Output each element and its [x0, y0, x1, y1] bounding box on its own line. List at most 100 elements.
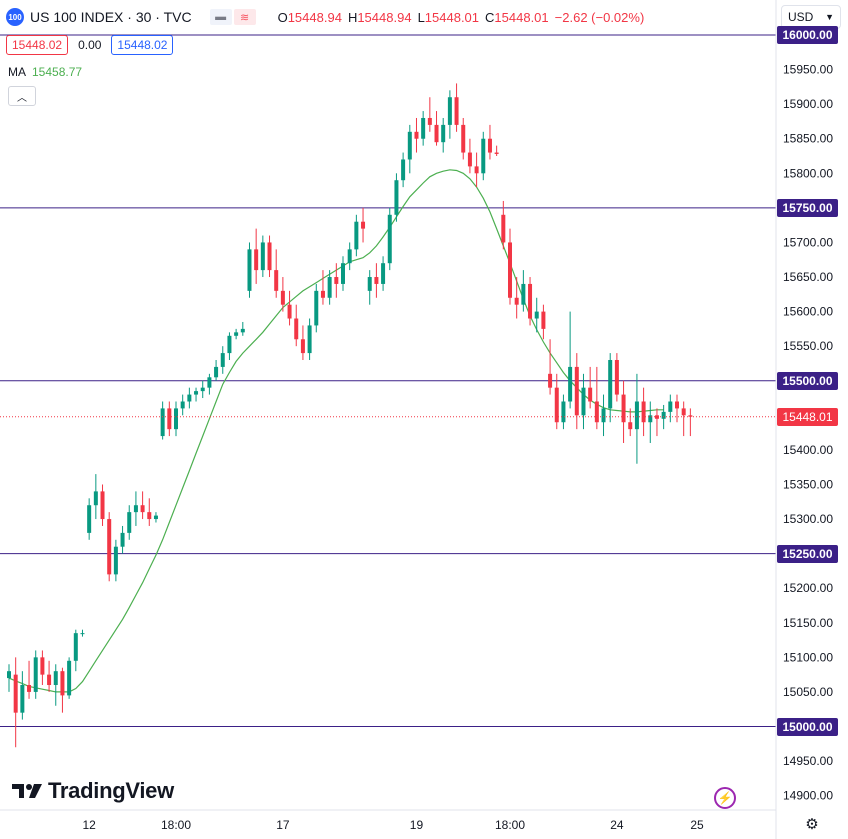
ohlc-change: −2.62 (−0.02%): [554, 9, 645, 25]
ohlc-open-key: O: [277, 9, 288, 25]
candle-body: [140, 505, 145, 513]
candle: [441, 117, 446, 153]
candle-body: [167, 408, 172, 430]
candle: [374, 263, 379, 298]
horizontal-line-price-label[interactable]: 15750.00: [777, 198, 838, 217]
candle: [194, 387, 199, 402]
time-tick-label: 24: [610, 818, 624, 832]
ohlc-close-key: C: [485, 9, 495, 25]
horizontal-line-price-label[interactable]: 15000.00: [777, 717, 838, 736]
candle: [688, 408, 693, 437]
candle-body: [40, 657, 45, 675]
moving-average-line: [8, 169, 664, 693]
candle-body: [240, 328, 245, 333]
ma-legend[interactable]: MA 15458.77: [8, 65, 82, 79]
candle: [621, 380, 626, 443]
sell-price-button[interactable]: 15448.02: [6, 35, 69, 55]
candle-body: [314, 290, 319, 326]
candle-body: [307, 325, 312, 354]
candle-body: [53, 671, 58, 686]
candle: [654, 408, 659, 437]
candle-body: [634, 401, 639, 430]
lightning-icon[interactable]: ⚡: [714, 787, 736, 809]
candle: [608, 353, 613, 423]
candle-body: [234, 332, 239, 336]
candle-body: [675, 401, 679, 409]
candle: [40, 650, 45, 686]
candle: [167, 401, 172, 437]
eye-toggle-icon[interactable]: ▬: [209, 9, 232, 25]
time-tick-label: 25: [690, 818, 704, 832]
candle: [307, 318, 312, 361]
tradingview-logo-icon: [12, 784, 42, 798]
candle-body: [194, 391, 199, 395]
candle-body: [688, 415, 693, 417]
currency-select[interactable]: USD ▼: [781, 5, 841, 29]
candle-body: [153, 515, 158, 520]
logo-text: TradingView: [48, 778, 174, 803]
candle: [347, 242, 352, 271]
candle-body: [113, 546, 118, 575]
candle-body: [528, 283, 533, 319]
candle-body: [461, 124, 466, 153]
candle: [133, 491, 138, 526]
candle: [467, 138, 472, 174]
candle: [60, 667, 65, 713]
candle: [254, 228, 259, 284]
current-price-label[interactable]: 15448.01: [777, 407, 838, 426]
horizontal-line-price-label[interactable]: 16000.00: [777, 26, 838, 44]
gear-icon[interactable]: ⚙: [805, 816, 819, 833]
legend-collapse-button[interactable]: ︿: [8, 86, 36, 106]
candle-body: [214, 366, 219, 378]
candle-body: [7, 671, 11, 679]
candle-body: [474, 166, 479, 174]
candle: [47, 660, 52, 692]
chart-visibility-toggles: ▬ ≋: [209, 9, 258, 25]
symbol-title[interactable]: US 100 INDEX · 30 · TVC: [30, 9, 192, 25]
horizontal-line-price-label[interactable]: 15250.00: [777, 544, 838, 563]
candle: [240, 321, 245, 336]
candle-body: [341, 263, 345, 284]
candle-body: [501, 214, 506, 243]
price-tick-label: 15150.00: [783, 616, 833, 630]
candle: [20, 671, 25, 720]
candle: [7, 664, 11, 692]
tradingview-logo[interactable]: TradingView: [12, 778, 174, 804]
time-tick-label: 18:00: [161, 818, 191, 832]
candle-body: [588, 387, 593, 402]
candle-body: [654, 415, 659, 419]
candle-body: [367, 277, 372, 291]
candle-body: [347, 249, 352, 264]
candle-body: [80, 633, 85, 635]
candle-body: [467, 152, 472, 167]
candle: [414, 117, 419, 153]
candle-body: [374, 277, 379, 284]
candle-body: [334, 277, 339, 284]
price-tick-label: 15950.00: [783, 63, 833, 77]
candle-body: [227, 335, 232, 354]
candle: [574, 353, 579, 430]
candle: [581, 373, 586, 430]
candle-body: [661, 411, 666, 419]
buy-price-button[interactable]: 15448.02: [111, 35, 174, 55]
candle: [294, 304, 299, 347]
price-tick-label: 15550.00: [783, 339, 833, 353]
price-tick-label: 14950.00: [783, 754, 833, 768]
horizontal-line-price-label[interactable]: 15500.00: [777, 371, 838, 390]
candle: [474, 152, 479, 188]
candle-body: [127, 512, 132, 533]
candle: [427, 97, 432, 132]
candle-body: [294, 318, 299, 340]
candle: [675, 394, 679, 423]
candle: [461, 117, 466, 160]
wave-toggle-icon[interactable]: ≋: [233, 9, 256, 25]
candle-body: [407, 131, 412, 160]
candle-body: [47, 674, 52, 686]
candle-body: [300, 339, 305, 354]
candle: [27, 660, 32, 699]
candle: [494, 145, 499, 157]
candle: [287, 290, 292, 326]
candle: [67, 657, 72, 699]
symbol-logo-icon[interactable]: 100: [6, 8, 24, 26]
